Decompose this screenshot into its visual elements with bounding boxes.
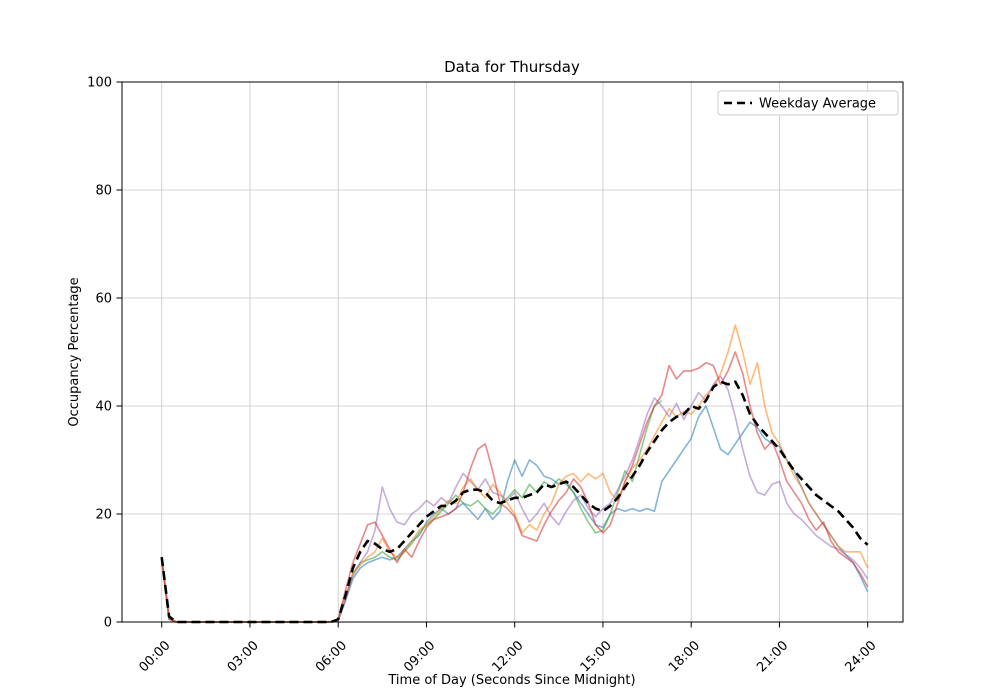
legend: Weekday Average bbox=[717, 90, 899, 116]
legend-label: Weekday Average bbox=[759, 97, 876, 112]
y-tick-label: 60 bbox=[95, 292, 112, 307]
x-tick-label: 00:00 bbox=[136, 638, 173, 675]
y-tick-label: 40 bbox=[95, 400, 112, 415]
y-tick-label: 0 bbox=[104, 616, 112, 631]
x-tick-label: 03:00 bbox=[225, 638, 262, 675]
chart-title: Data for Thursday bbox=[444, 58, 580, 76]
y-tick-label: 100 bbox=[87, 76, 112, 91]
legend-box bbox=[717, 90, 899, 116]
x-tick-label: 09:00 bbox=[401, 638, 438, 675]
x-tick-label: 21:00 bbox=[754, 638, 791, 675]
grid-layer bbox=[122, 81, 903, 623]
tick-layer: 00:00 03:00 06:00 09:00 12:00 15:00 18:00 21:00… bbox=[87, 76, 879, 676]
x-tick-label: 24:00 bbox=[842, 638, 879, 675]
y-axis-label: Occupancy Percentage bbox=[67, 277, 82, 426]
x-tick-label: 18:00 bbox=[666, 638, 703, 675]
x-axis-label: Time of Day (Seconds Since Midnight) bbox=[387, 673, 635, 688]
y-tick-label: 80 bbox=[95, 184, 112, 199]
x-tick-label: 06:00 bbox=[313, 638, 350, 675]
x-tick-label: 12:00 bbox=[489, 638, 526, 675]
x-tick-label: 15:00 bbox=[578, 638, 615, 675]
y-tick-label: 20 bbox=[95, 508, 112, 523]
plot-border bbox=[121, 81, 904, 623]
